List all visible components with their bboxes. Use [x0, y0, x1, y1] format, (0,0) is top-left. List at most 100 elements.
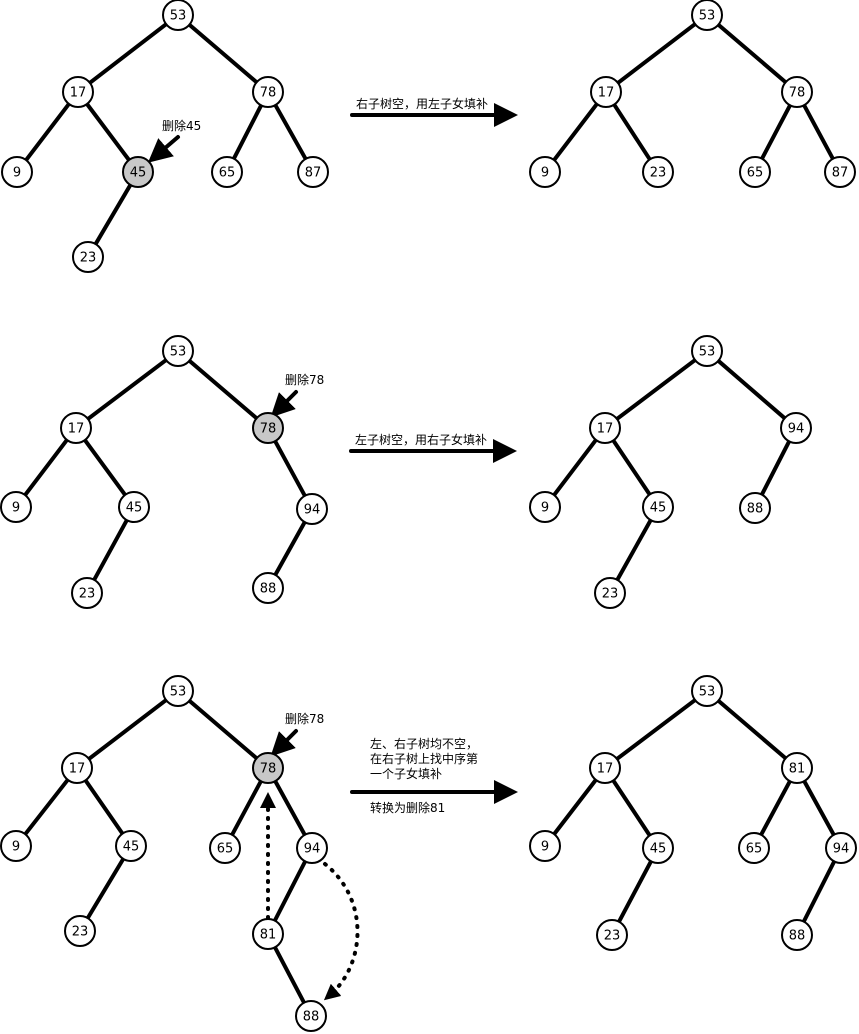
node-circle — [296, 493, 328, 525]
node-label: 78 — [260, 422, 277, 437]
edge-45-23 — [85, 856, 126, 921]
node-94: 94 — [780, 412, 812, 444]
node-65: 65 — [738, 832, 770, 864]
node-label: 17 — [597, 762, 614, 777]
node-circle — [296, 832, 328, 864]
node-label: 23 — [604, 929, 621, 944]
node-94: 94 — [296, 832, 328, 864]
node-label: 94 — [788, 422, 805, 437]
node-label: 17 — [598, 86, 615, 101]
node-label: 17 — [68, 422, 85, 437]
node-label: 53 — [699, 685, 716, 700]
node-label: 23 — [72, 925, 89, 940]
delete-annotation: 删除45 — [162, 118, 201, 133]
node-label: 81 — [260, 928, 277, 943]
node-label: 78 — [789, 86, 806, 101]
node-circle — [0, 491, 32, 523]
edge-17-9 — [552, 101, 599, 163]
node-circle — [122, 156, 154, 188]
edge-17-45 — [82, 438, 128, 497]
node-circle — [64, 915, 96, 947]
node-label: 17 — [69, 762, 86, 777]
node-circle — [781, 752, 813, 784]
node-label: 45 — [130, 166, 147, 181]
node-78: 78 — [252, 76, 284, 108]
node-label: 65 — [219, 166, 236, 181]
node-label: 88 — [303, 1010, 320, 1025]
edge-78-65 — [231, 103, 264, 161]
node-94: 94 — [296, 493, 328, 525]
edge-81-65 — [759, 779, 792, 837]
node-circle — [211, 156, 243, 188]
node-17: 17 — [62, 76, 94, 108]
node-88: 88 — [295, 1000, 327, 1032]
node-circle — [596, 919, 628, 951]
edge-45-23 — [93, 182, 133, 247]
node-circle — [252, 752, 284, 784]
node-circle — [118, 491, 150, 523]
node-88: 88 — [739, 492, 771, 524]
node-label: 9 — [12, 840, 20, 855]
node-label: 9 — [541, 166, 549, 181]
edge-53-17 — [614, 358, 698, 421]
edge-17-9 — [24, 101, 71, 163]
node-label: 81 — [789, 762, 806, 777]
node-circle — [691, 335, 723, 367]
node-label: 17 — [597, 422, 614, 437]
node-label: 9 — [12, 501, 20, 516]
delete-annotation: 删除78 — [285, 372, 324, 387]
edge-53-94 — [716, 358, 787, 421]
node-circle — [781, 919, 813, 951]
node-45: 45 — [642, 491, 674, 523]
node-circle — [529, 491, 561, 523]
action-label: 右子树空，用左子女填补 — [356, 96, 488, 111]
edge-17-45 — [611, 438, 652, 497]
edge-53-81 — [716, 698, 788, 761]
edge-94-81 — [272, 859, 308, 923]
edge-17-45 — [83, 778, 125, 836]
node-label: 53 — [699, 345, 716, 360]
node-9: 9 — [529, 830, 561, 862]
node-label: 88 — [260, 582, 277, 597]
node-label: 17 — [70, 86, 87, 101]
annotation-arrow — [270, 390, 298, 418]
edge-17-9 — [23, 777, 70, 837]
node-53: 53 — [162, 0, 194, 31]
node-label: 45 — [650, 842, 667, 857]
node-94: 94 — [825, 832, 857, 864]
action-sub-label: 转换为删除81 — [370, 800, 445, 815]
node-label: 9 — [13, 166, 21, 181]
edge-53-78 — [187, 22, 259, 85]
edge-53-17 — [85, 358, 169, 421]
node-label: 94 — [833, 842, 850, 857]
node-23: 23 — [72, 241, 104, 273]
edge-17-45 — [611, 778, 652, 838]
edge-81-88 — [272, 945, 307, 1005]
node-label: 23 — [602, 587, 619, 602]
node-53: 53 — [691, 335, 723, 367]
edge-45-23 — [615, 518, 653, 582]
node-circle — [71, 577, 103, 609]
node-17: 17 — [61, 752, 93, 784]
node-circle — [252, 412, 284, 444]
edge-94-88 — [759, 439, 792, 497]
node-circle — [1, 156, 33, 188]
node-circle — [825, 832, 857, 864]
node-label: 45 — [126, 501, 143, 516]
action-label: 左子树空，用右子女填补 — [355, 432, 487, 447]
node-9: 9 — [1, 156, 33, 188]
node-label: 87 — [305, 166, 322, 181]
node-label: 87 — [832, 166, 849, 181]
node-circle — [589, 752, 621, 784]
action-label-line: 一个子女填补 — [370, 766, 442, 781]
node-81: 81 — [781, 752, 813, 784]
node-circle — [252, 572, 284, 604]
node-label: 65 — [217, 842, 234, 857]
node-circle — [594, 577, 626, 609]
node-circle — [691, 0, 723, 31]
node-87: 87 — [297, 156, 329, 188]
node-circle — [61, 752, 93, 784]
node-label: 88 — [747, 502, 764, 517]
node-17: 17 — [589, 412, 621, 444]
node-circle — [642, 832, 674, 864]
